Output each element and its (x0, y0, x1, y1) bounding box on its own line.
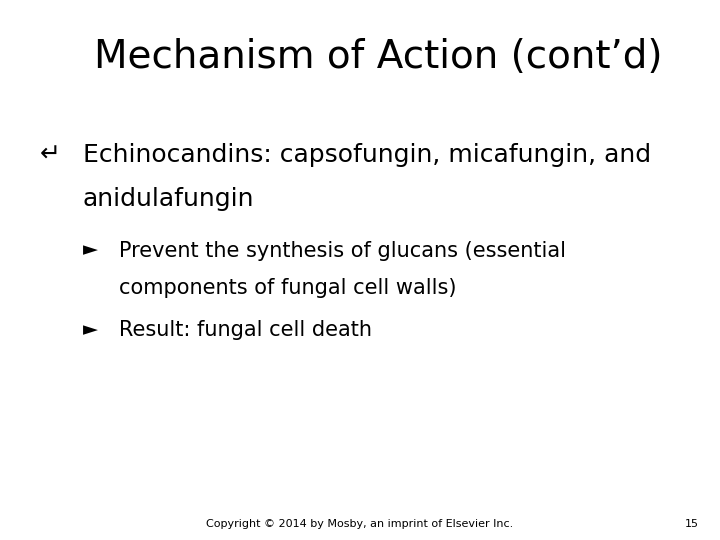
Text: components of fungal cell walls): components of fungal cell walls) (119, 278, 456, 298)
Text: Copyright © 2014 by Mosby, an imprint of Elsevier Inc.: Copyright © 2014 by Mosby, an imprint of… (207, 519, 513, 529)
Text: Result: fungal cell death: Result: fungal cell death (119, 320, 372, 340)
Text: ►: ► (83, 320, 98, 339)
Text: 15: 15 (685, 519, 698, 529)
Text: ↵: ↵ (40, 143, 60, 167)
Text: Echinocandins: capsofungin, micafungin, and: Echinocandins: capsofungin, micafungin, … (83, 143, 651, 167)
Text: anidulafungin: anidulafungin (83, 187, 254, 211)
Text: ►: ► (83, 240, 98, 260)
Text: Prevent the synthesis of glucans (essential: Prevent the synthesis of glucans (essent… (119, 240, 566, 260)
Text: Mechanism of Action (cont’d): Mechanism of Action (cont’d) (94, 38, 662, 76)
